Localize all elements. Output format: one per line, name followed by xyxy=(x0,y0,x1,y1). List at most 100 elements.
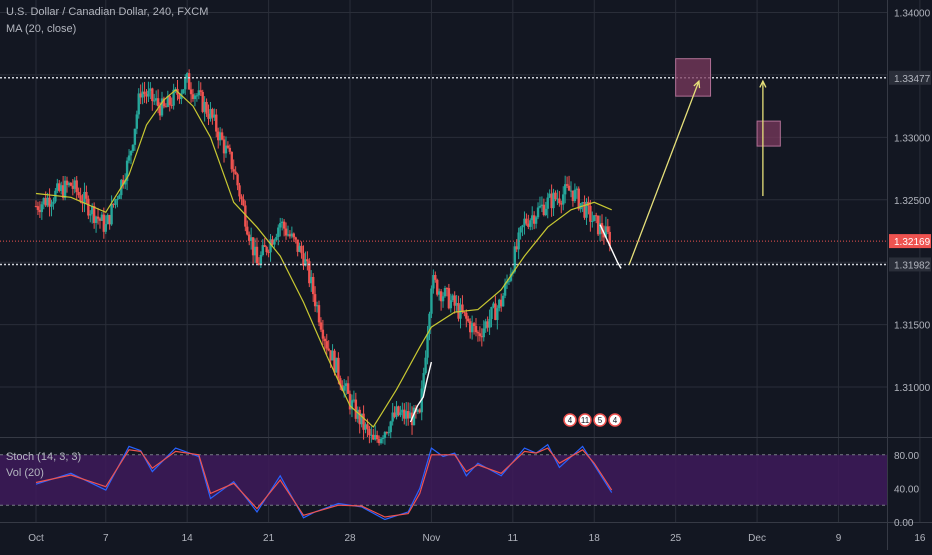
candle-body xyxy=(137,93,140,115)
candle-body xyxy=(319,322,323,330)
candle-body xyxy=(294,237,297,240)
candle-body xyxy=(439,291,443,302)
candle-body xyxy=(122,179,125,185)
candle-body xyxy=(311,276,315,295)
candle-body xyxy=(195,95,199,97)
event-marker-label: 4 xyxy=(568,416,573,425)
candle-body xyxy=(447,288,451,309)
candle-body xyxy=(379,438,383,444)
candle-body xyxy=(500,299,503,307)
target-box xyxy=(675,58,712,97)
candle-body xyxy=(100,214,104,221)
candle-body xyxy=(476,332,480,334)
candle-body xyxy=(185,73,189,79)
candle-body xyxy=(267,252,270,254)
candle-body xyxy=(63,180,67,198)
candle-body xyxy=(521,225,524,228)
candle-body xyxy=(542,204,546,216)
candle-body xyxy=(73,180,76,189)
candle-body xyxy=(507,280,511,282)
candle-body xyxy=(123,180,127,185)
candle-body xyxy=(436,279,439,295)
candle-body xyxy=(234,171,237,175)
candle-body xyxy=(133,128,137,145)
candle-body xyxy=(389,421,392,433)
event-marker-label: 11 xyxy=(581,416,590,425)
target-box xyxy=(756,120,781,147)
candle-body xyxy=(397,406,400,416)
candle-body xyxy=(552,192,555,209)
candle-body xyxy=(242,199,245,206)
ma-line xyxy=(35,89,612,428)
candle-body xyxy=(598,223,602,235)
candle-body xyxy=(463,311,466,313)
candle-body xyxy=(606,226,610,232)
candle-body xyxy=(298,245,301,252)
candle-body xyxy=(503,283,507,296)
candle-body xyxy=(164,106,168,108)
candle-body xyxy=(560,203,563,205)
candle-body xyxy=(395,406,398,417)
arrow-head xyxy=(693,79,701,89)
time-tick-label: 7 xyxy=(103,533,109,544)
candle-body xyxy=(46,197,49,206)
candle-body xyxy=(106,215,109,225)
time-tick-label: Dec xyxy=(748,533,766,544)
candle-body xyxy=(207,113,210,119)
candle-body xyxy=(182,89,185,94)
candle-body xyxy=(424,357,427,374)
price-tick-label: 1.31500 xyxy=(894,321,931,332)
candle-body xyxy=(75,180,78,192)
time-tick-label: 11 xyxy=(508,533,519,544)
candle-body xyxy=(434,274,437,280)
candle-body xyxy=(432,274,435,289)
stoch-legend: Stoch (14, 3, 3) xyxy=(6,451,82,463)
candle-body xyxy=(145,94,148,97)
candle-body xyxy=(470,323,474,333)
candle-body xyxy=(211,109,214,118)
candle-body xyxy=(465,312,468,319)
candle-body xyxy=(127,155,131,161)
candle-body xyxy=(42,198,45,205)
candle-body xyxy=(71,185,75,189)
candle-body xyxy=(224,145,228,154)
candle-body xyxy=(67,182,71,186)
candle-body xyxy=(358,409,361,425)
candle-body xyxy=(116,198,119,200)
candle-body xyxy=(296,239,299,252)
candle-body xyxy=(275,237,278,240)
candle-body xyxy=(496,308,499,320)
candle-body xyxy=(69,182,73,186)
candle-body xyxy=(406,411,410,419)
time-tick-label: 18 xyxy=(589,533,601,544)
candle-body xyxy=(228,147,232,152)
candle-body xyxy=(480,336,484,338)
price-tick-label: 1.31982 xyxy=(894,260,931,271)
candle-body xyxy=(492,303,495,308)
candle-body xyxy=(269,239,272,253)
candle-body xyxy=(288,234,292,237)
candle-body xyxy=(271,239,274,245)
candle-body xyxy=(290,233,294,237)
time-tick-label: 16 xyxy=(914,533,926,544)
candle-body xyxy=(292,233,296,238)
candle-body xyxy=(87,198,90,216)
price-tick-label: 1.32500 xyxy=(894,196,931,207)
candle-body xyxy=(356,409,359,419)
candle-body xyxy=(91,205,94,215)
candle-body xyxy=(50,204,53,207)
time-tick-label: 25 xyxy=(670,533,682,544)
stoch-tick-label: 40.00 xyxy=(894,484,919,495)
candle-body xyxy=(193,95,197,99)
candle-body xyxy=(337,357,340,379)
candle-body xyxy=(313,294,317,307)
level-price-badge xyxy=(889,70,931,85)
candle-body xyxy=(257,263,261,265)
candle-body xyxy=(59,185,63,191)
candle-body xyxy=(509,273,513,281)
candle-body xyxy=(149,88,152,91)
candle-body xyxy=(321,329,325,339)
candle-body xyxy=(562,194,565,205)
candle-body xyxy=(217,131,220,141)
candle-body xyxy=(151,88,154,102)
